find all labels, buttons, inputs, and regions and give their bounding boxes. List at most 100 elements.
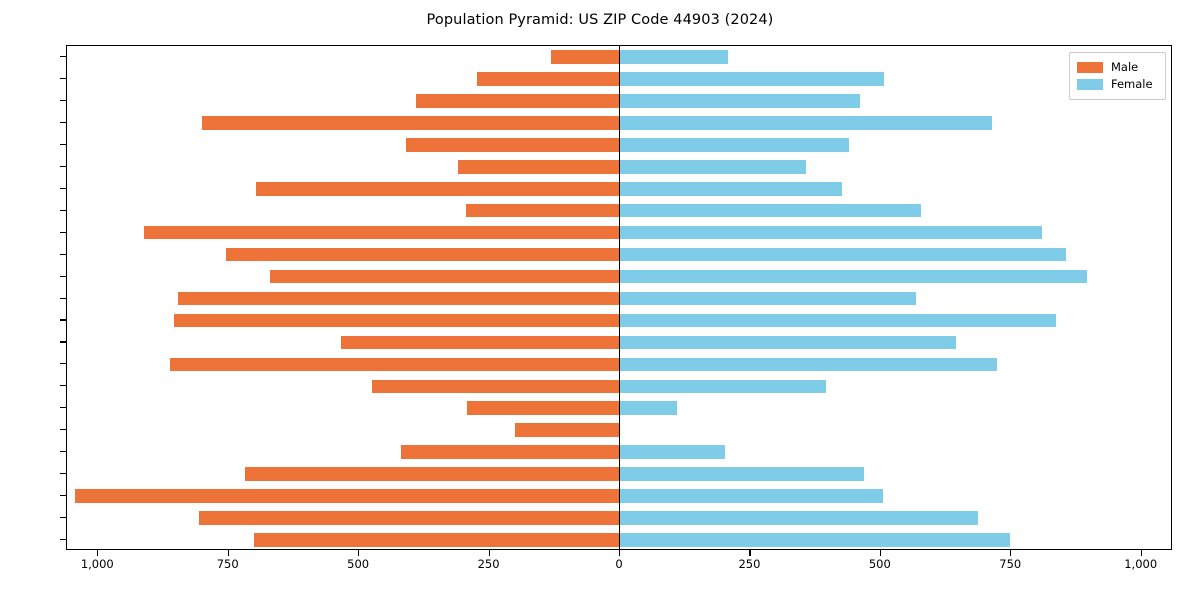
bar-row xyxy=(67,291,1171,306)
x-tick-label: 1,000 xyxy=(1124,557,1158,571)
bar-row xyxy=(67,94,1171,108)
y-tick-mark xyxy=(60,429,66,431)
y-tick-mark xyxy=(60,341,66,343)
bar-female-10-14 xyxy=(619,489,883,503)
zero-axis-line xyxy=(619,46,621,549)
y-tick-mark xyxy=(60,495,66,497)
legend-entry-female: Female xyxy=(1077,76,1158,93)
x-tick-label: 500 xyxy=(347,557,370,571)
bar-male-80-84 xyxy=(477,72,619,86)
bar-female-22-24 xyxy=(619,379,827,394)
y-tick-mark xyxy=(60,187,66,189)
bar-row xyxy=(67,401,1171,416)
bar-female-18-19 xyxy=(619,445,726,459)
bar-row xyxy=(67,225,1171,240)
bar-male-5-9 xyxy=(199,511,619,525)
bar-row xyxy=(67,357,1171,372)
bar-male-21 xyxy=(466,401,619,416)
x-tick-label: 250 xyxy=(738,557,761,571)
bar-female-under-5 xyxy=(619,533,1011,547)
bar-male-67-69 xyxy=(406,137,619,152)
bar-female-45-49 xyxy=(619,269,1088,284)
x-tick-label: 1,000 xyxy=(80,557,114,571)
bar-male-45-49 xyxy=(269,269,619,284)
bar-female-70-74 xyxy=(619,116,993,130)
x-tick-mark xyxy=(358,550,360,556)
bar-male-under-5 xyxy=(254,533,619,547)
bar-row xyxy=(67,489,1171,503)
bar-male-70-74 xyxy=(202,116,619,130)
y-tick-mark xyxy=(60,165,66,167)
bar-row xyxy=(67,445,1171,459)
y-tick-mark xyxy=(60,253,66,255)
bar-female-55-59 xyxy=(619,225,1042,240)
y-tick-mark xyxy=(60,319,66,321)
y-tick-mark xyxy=(60,407,66,409)
legend-swatch-female xyxy=(1077,79,1103,90)
y-tick-mark xyxy=(60,297,66,299)
x-tick-mark xyxy=(879,550,881,556)
bar-female-60-61 xyxy=(619,203,921,218)
y-tick-mark xyxy=(60,363,66,365)
bar-female-50-54 xyxy=(619,247,1067,262)
y-tick-mark xyxy=(60,473,66,475)
x-tick-mark xyxy=(749,550,751,556)
bar-female-75-79 xyxy=(619,94,861,108)
bar-male-25-29 xyxy=(170,357,619,372)
bar-male-62-64 xyxy=(255,181,619,196)
x-tick-mark xyxy=(488,550,490,556)
bar-female-35-39 xyxy=(619,313,1057,328)
y-tick-mark xyxy=(60,77,66,80)
bar-row xyxy=(67,72,1171,86)
bar-male-40-44 xyxy=(177,291,619,306)
bar-row xyxy=(67,533,1171,547)
bar-male-30-34 xyxy=(341,335,619,350)
bar-female-65-66 xyxy=(619,159,806,174)
y-tick-mark xyxy=(60,143,66,145)
plot-area xyxy=(66,45,1172,550)
bar-row xyxy=(67,467,1171,481)
bar-male-55-59 xyxy=(143,225,619,240)
bar-row xyxy=(67,203,1171,218)
bar-row xyxy=(67,269,1171,284)
bar-female-15-17 xyxy=(619,467,864,481)
x-tick-label: 250 xyxy=(477,557,500,571)
bar-male-65-66 xyxy=(457,159,619,174)
y-tick-mark xyxy=(60,99,66,101)
bar-row xyxy=(67,511,1171,525)
x-tick-mark xyxy=(619,550,621,556)
bar-male-75-79 xyxy=(416,94,619,108)
bar-row xyxy=(67,313,1171,328)
y-tick-mark xyxy=(60,275,66,277)
bar-female-67-69 xyxy=(619,137,849,152)
bar-male-60-61 xyxy=(465,203,619,218)
y-tick-mark xyxy=(60,385,66,387)
bar-row xyxy=(67,181,1171,196)
legend-entry-male: Male xyxy=(1077,59,1158,76)
bar-male-85- xyxy=(550,50,619,64)
bar-male-20 xyxy=(515,423,619,438)
x-tick-mark xyxy=(1010,550,1012,556)
legend-label: Male xyxy=(1111,59,1139,74)
bar-male-22-24 xyxy=(371,379,619,394)
bar-female-25-29 xyxy=(619,357,998,372)
y-tick-mark xyxy=(60,231,66,233)
bar-male-50-54 xyxy=(225,247,619,262)
bar-male-35-39 xyxy=(173,313,619,328)
bar-row xyxy=(67,379,1171,394)
y-tick-mark xyxy=(60,121,66,123)
y-tick-mark xyxy=(60,55,66,58)
bar-female-5-9 xyxy=(619,511,979,525)
legend-swatch-male xyxy=(1077,62,1103,73)
y-tick-mark xyxy=(60,451,66,453)
x-tick-label: 750 xyxy=(999,557,1022,571)
y-tick-mark xyxy=(60,517,66,519)
bar-male-10-14 xyxy=(74,489,619,503)
bar-female-30-34 xyxy=(619,335,957,350)
x-tick-label: 500 xyxy=(868,557,891,571)
legend-label: Female xyxy=(1111,76,1153,91)
bar-female-40-44 xyxy=(619,291,917,306)
bar-row xyxy=(67,335,1171,350)
plot-inner xyxy=(67,46,1171,549)
